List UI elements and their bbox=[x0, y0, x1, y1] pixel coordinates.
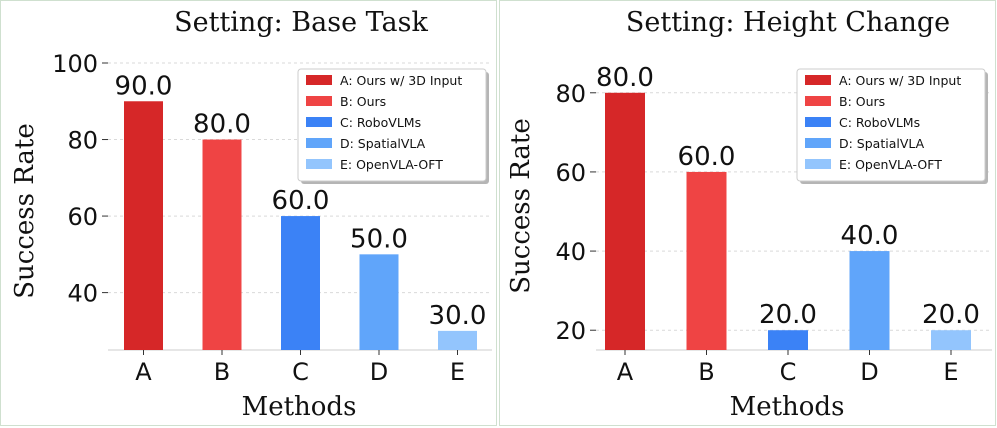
plot-area: 40 60 80 100 90.0 A 80.0 B 60.0 C 50.0 D 30.0 E bbox=[52, 50, 492, 386]
legend: A: Ours w/ 3D Input B: Ours C: RoboVLMs D: … bbox=[796, 68, 988, 184]
y-tick-label: 20 bbox=[555, 317, 586, 345]
x-tick-label: D bbox=[370, 358, 388, 386]
x-tick-label: D bbox=[860, 358, 878, 386]
y-tick-label: 60 bbox=[555, 159, 586, 187]
legend-swatch bbox=[805, 96, 831, 106]
chart-panel-height-change: Setting: Height Change Methods Success R… bbox=[499, 0, 996, 426]
x-axis-label: Methods bbox=[730, 392, 845, 422]
y-tick-label: 80 bbox=[67, 127, 98, 155]
legend-label: B: Ours bbox=[340, 94, 386, 109]
bar-e bbox=[931, 330, 971, 350]
legend-swatch bbox=[306, 159, 332, 169]
legend-box bbox=[297, 68, 487, 182]
bar-e bbox=[438, 330, 477, 350]
x-tick-label: C bbox=[780, 358, 797, 386]
plot-area: 20 40 60 80 80.0 A 60.0 B 20.0 C 40.0 D 20.0 E bbox=[555, 63, 992, 386]
chart-title: Setting: Base Task bbox=[174, 7, 428, 38]
bar-value-label: 80.0 bbox=[596, 63, 654, 93]
bar-d bbox=[359, 254, 399, 350]
bar-value-label: 90.0 bbox=[115, 71, 173, 101]
chart-panel-base-task: Setting: Base Task Methods Success Rate … bbox=[0, 0, 497, 426]
bar-b bbox=[686, 171, 727, 350]
bar-a bbox=[605, 92, 645, 351]
bar-value-label: 60.0 bbox=[272, 186, 330, 216]
legend-label: E: OpenVLA-OFT bbox=[839, 157, 942, 172]
bar-value-label: 40.0 bbox=[841, 221, 899, 251]
bar-c bbox=[281, 216, 320, 350]
legend-label: A: Ours w/ 3D Input bbox=[340, 73, 462, 88]
bar-b bbox=[202, 139, 242, 350]
bar-value-label: 50.0 bbox=[350, 224, 408, 254]
legend-label: A: Ours w/ 3D Input bbox=[839, 73, 961, 88]
x-tick-label: A bbox=[135, 358, 152, 386]
chart-title: Setting: Height Change bbox=[626, 7, 950, 38]
x-tick-label: B bbox=[214, 358, 230, 386]
bar-value-label: 60.0 bbox=[678, 142, 736, 172]
chart-svg-base-task: Setting: Base Task Methods Success Rate … bbox=[10, 7, 492, 422]
y-tick-label: 60 bbox=[67, 203, 98, 231]
bar-a bbox=[124, 101, 163, 351]
bar-value-label: 30.0 bbox=[429, 301, 487, 331]
legend-swatch bbox=[306, 117, 332, 127]
legend-swatch bbox=[805, 138, 831, 148]
legend-swatch bbox=[306, 96, 332, 106]
bar-value-label: 80.0 bbox=[193, 110, 251, 140]
x-tick-label: A bbox=[617, 358, 634, 386]
legend-swatch bbox=[805, 75, 831, 85]
bar-d bbox=[849, 251, 890, 350]
legend-label: B: Ours bbox=[839, 94, 885, 109]
legend-label: D: SpatialVLA bbox=[839, 136, 925, 151]
y-tick-label: 40 bbox=[67, 280, 98, 308]
x-tick-label: B bbox=[698, 358, 714, 386]
legend-swatch bbox=[805, 159, 831, 169]
x-axis-label: Methods bbox=[242, 392, 357, 422]
bar-value-label: 20.0 bbox=[759, 300, 817, 330]
legend: A: Ours w/ 3D Input B: Ours C: RoboVLMs D: … bbox=[297, 68, 489, 184]
y-tick-label: 80 bbox=[555, 80, 586, 108]
legend-label: C: RoboVLMs bbox=[839, 115, 920, 130]
x-tick-label: E bbox=[450, 358, 465, 386]
legend-box bbox=[796, 68, 986, 182]
legend-label: E: OpenVLA-OFT bbox=[340, 157, 443, 172]
y-axis-label: Success Rate bbox=[10, 123, 40, 299]
y-axis-label: Success Rate bbox=[506, 118, 536, 294]
legend-swatch bbox=[306, 138, 332, 148]
legend-swatch bbox=[306, 75, 332, 85]
y-tick-label: 40 bbox=[555, 238, 586, 266]
bar-c bbox=[768, 330, 808, 350]
x-tick-label: C bbox=[292, 358, 309, 386]
y-tick-label: 100 bbox=[52, 50, 98, 78]
bar-value-label: 20.0 bbox=[922, 300, 980, 330]
legend-swatch bbox=[805, 117, 831, 127]
legend-label: D: SpatialVLA bbox=[340, 136, 426, 151]
chart-svg-height-change: Setting: Height Change Methods Success R… bbox=[506, 7, 992, 422]
x-tick-label: E bbox=[943, 358, 958, 386]
legend-label: C: RoboVLMs bbox=[340, 115, 421, 130]
